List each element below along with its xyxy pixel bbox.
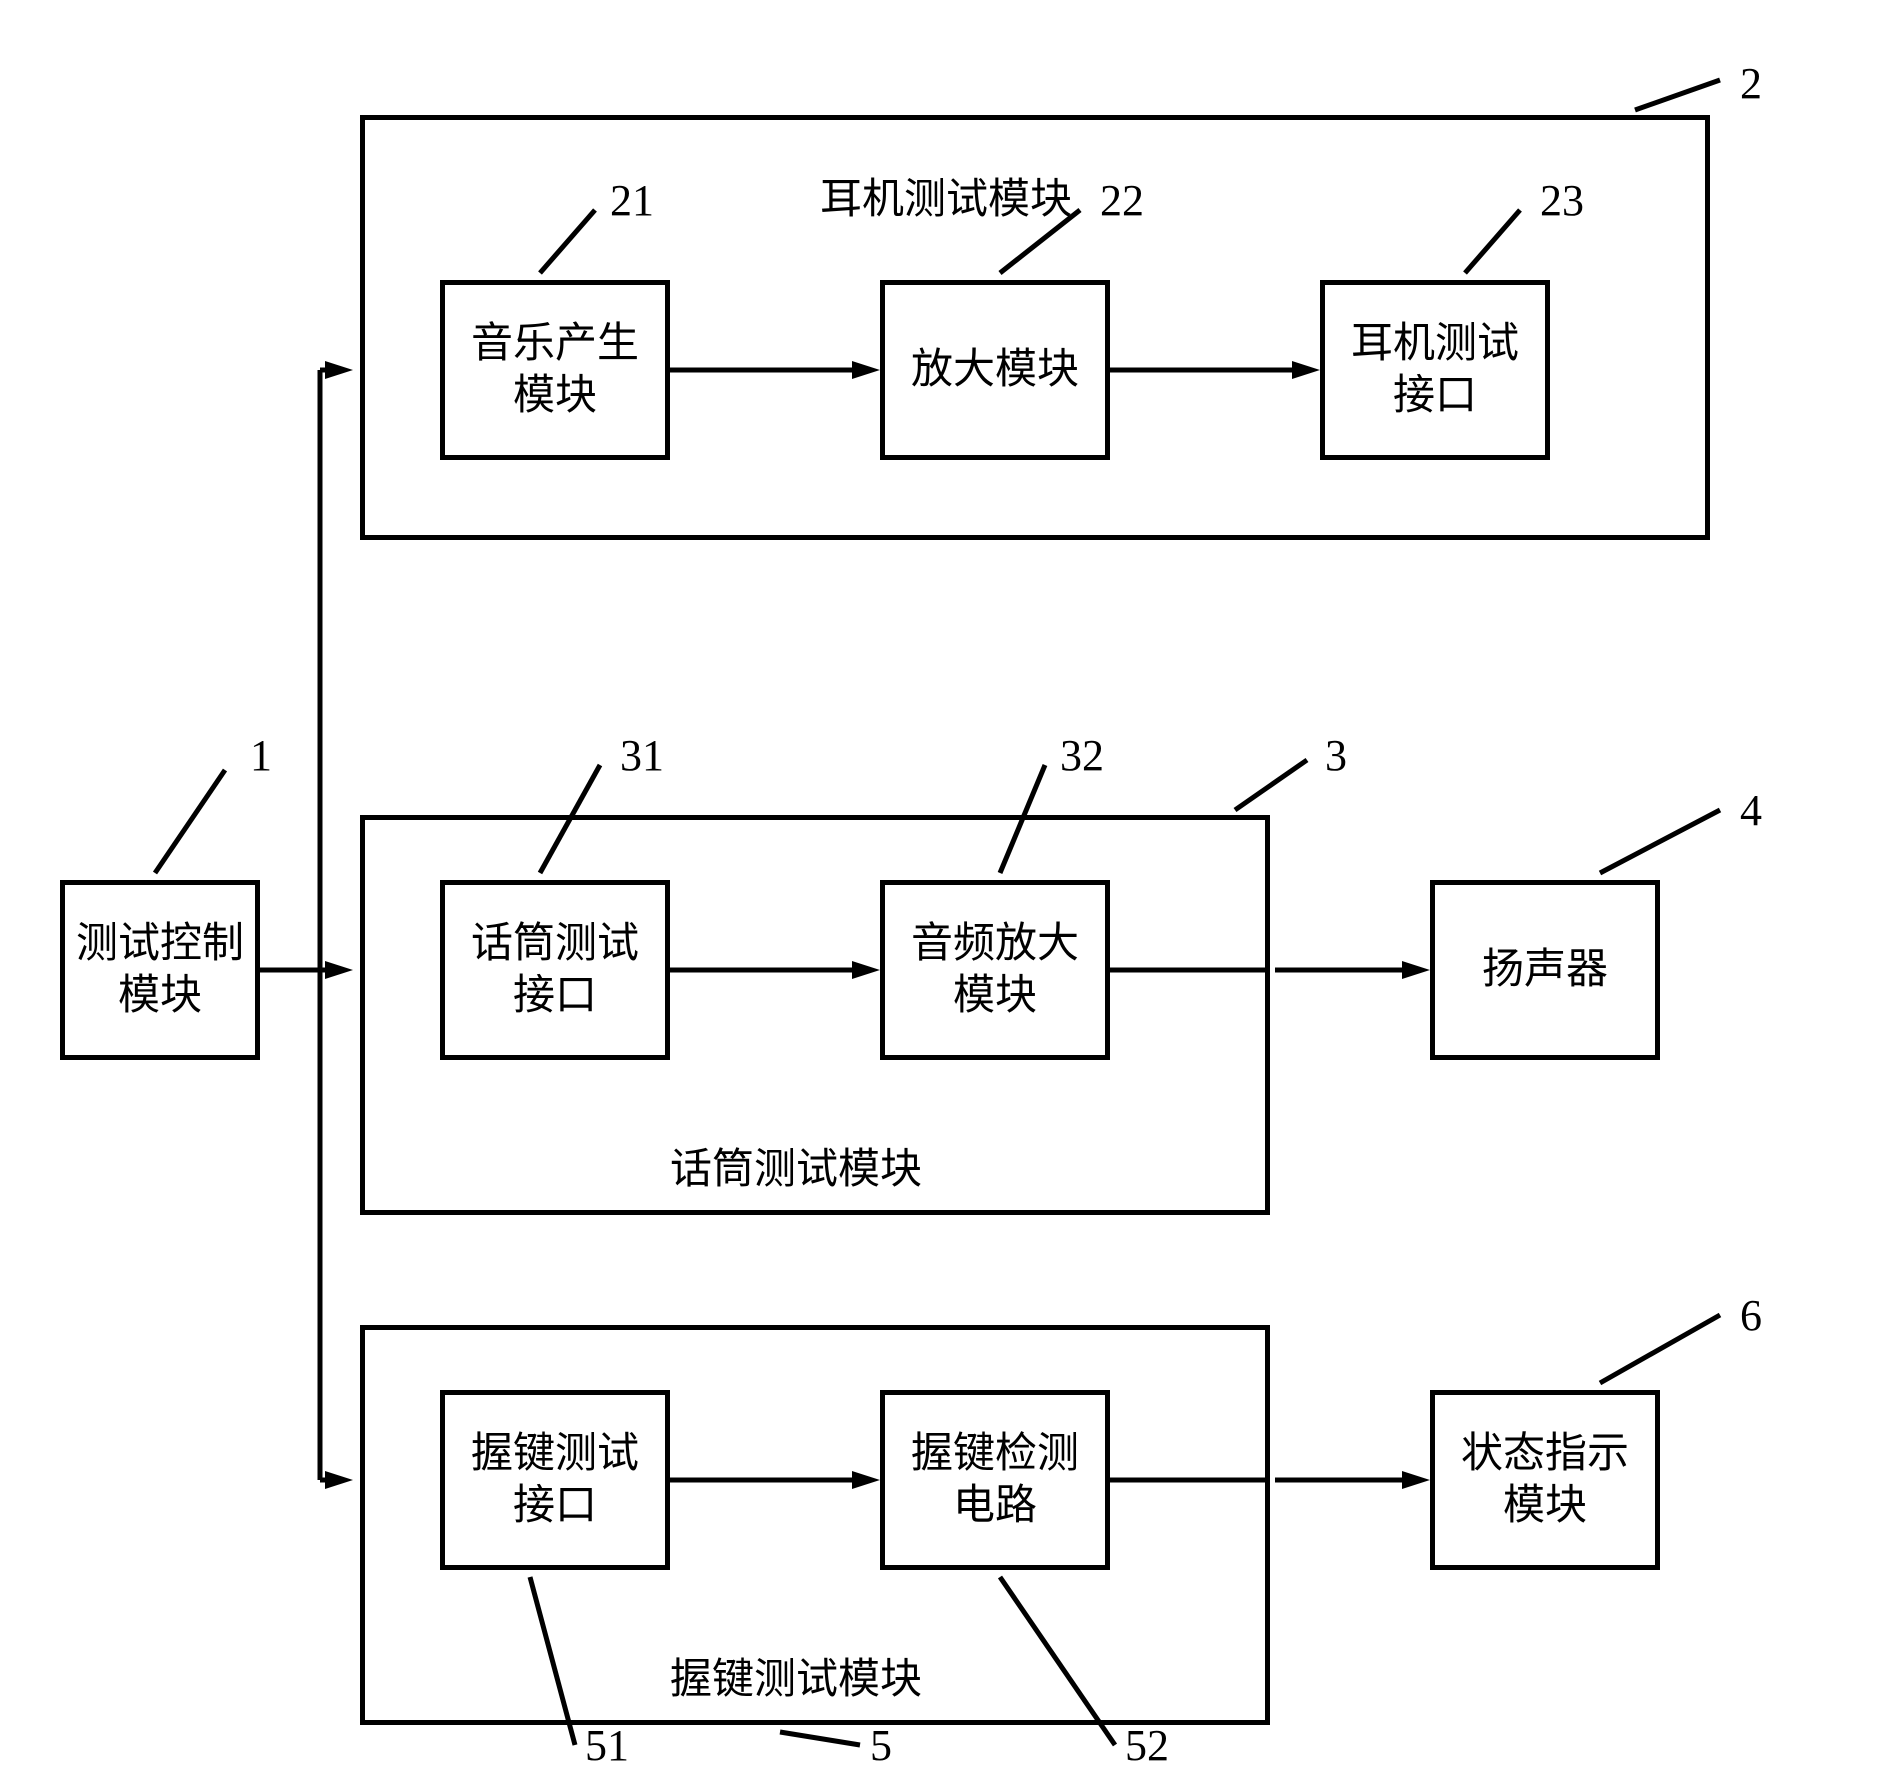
ref-number-21: 21: [610, 175, 654, 226]
container-title-mic_module: 话筒测试模块: [670, 1135, 922, 1196]
box-key_if: 握键测试接口: [440, 1390, 670, 1570]
box-test_control: 测试控制模块: [60, 880, 260, 1060]
ref-number-32: 32: [1060, 730, 1104, 781]
ref-number-4: 4: [1740, 785, 1762, 836]
box-earphone_if: 耳机测试接口: [1320, 280, 1550, 460]
diagram-canvas: 耳机测试模块话筒测试模块握键测试模块 测试控制模块 音乐产生模块 放大模块 耳机测试接口…: [0, 0, 1893, 1773]
ref-number-22: 22: [1100, 175, 1144, 226]
box-music_gen: 音乐产生模块: [440, 280, 670, 460]
ref-number-51: 51: [585, 1720, 629, 1771]
box-key_detect: 握键检测电路: [880, 1390, 1110, 1570]
ref-number-31: 31: [620, 730, 664, 781]
ref-number-23: 23: [1540, 175, 1584, 226]
ref-number-2: 2: [1740, 58, 1762, 109]
box-speaker: 扬声器: [1430, 880, 1660, 1060]
ref-number-5: 5: [870, 1720, 892, 1771]
box-audio_amp: 音频放大模块: [880, 880, 1110, 1060]
ref-number-3: 3: [1325, 730, 1347, 781]
container-title-key_module: 握键测试模块: [670, 1645, 922, 1706]
box-amplifier: 放大模块: [880, 280, 1110, 460]
ref-number-1: 1: [250, 730, 272, 781]
ref-number-52: 52: [1125, 1720, 1169, 1771]
box-mic_if: 话筒测试接口: [440, 880, 670, 1060]
container-title-earphone_module: 耳机测试模块: [820, 165, 1072, 226]
ref-number-6: 6: [1740, 1290, 1762, 1341]
box-status_ind: 状态指示模块: [1430, 1390, 1660, 1570]
